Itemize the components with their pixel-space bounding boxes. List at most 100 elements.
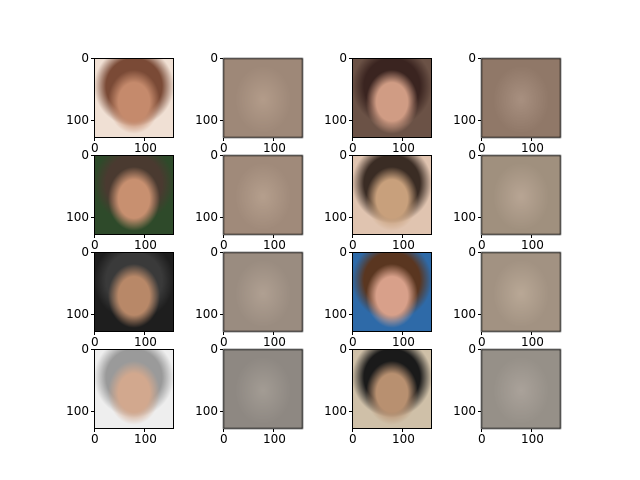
y-tick-label: 0 xyxy=(210,148,218,162)
y-tick-mark xyxy=(220,155,223,156)
x-tick-mark xyxy=(402,429,403,432)
y-tick-mark xyxy=(220,349,223,350)
x-tick-mark xyxy=(223,332,224,335)
x-tick-mark xyxy=(352,235,353,238)
x-tick-label: 100 xyxy=(263,432,286,446)
face-photo xyxy=(352,349,432,429)
y-tick-label: 0 xyxy=(468,245,476,259)
y-tick-mark xyxy=(349,349,352,350)
y-tick-mark xyxy=(478,120,481,121)
y-tick-mark xyxy=(478,217,481,218)
face-photo xyxy=(94,155,174,235)
x-tick-label: 0 xyxy=(91,432,99,446)
x-tick-label: 100 xyxy=(521,432,544,446)
y-tick-label: 100 xyxy=(324,307,347,321)
x-tick-label: 100 xyxy=(392,141,415,155)
y-tick-mark xyxy=(478,411,481,412)
x-tick-label: 100 xyxy=(134,141,157,155)
x-tick-mark xyxy=(144,332,145,335)
x-tick-label: 0 xyxy=(349,432,357,446)
x-tick-mark xyxy=(273,235,274,238)
y-tick-label: 100 xyxy=(195,210,218,224)
x-tick-mark xyxy=(273,429,274,432)
x-tick-label: 100 xyxy=(263,238,286,252)
y-tick-label: 100 xyxy=(66,113,89,127)
y-tick-label: 0 xyxy=(339,148,347,162)
y-tick-mark xyxy=(478,252,481,253)
x-tick-mark xyxy=(481,235,482,238)
x-tick-label: 0 xyxy=(478,141,486,155)
x-tick-mark xyxy=(223,138,224,141)
x-tick-label: 100 xyxy=(134,335,157,349)
y-tick-label: 0 xyxy=(339,51,347,65)
y-tick-mark xyxy=(349,252,352,253)
y-tick-label: 0 xyxy=(81,245,89,259)
y-tick-label: 100 xyxy=(324,113,347,127)
reconstruction-image xyxy=(481,252,561,332)
y-tick-mark xyxy=(478,58,481,59)
x-tick-mark xyxy=(402,235,403,238)
y-tick-label: 100 xyxy=(324,210,347,224)
x-tick-label: 100 xyxy=(134,238,157,252)
y-tick-label: 0 xyxy=(468,148,476,162)
y-tick-mark xyxy=(91,217,94,218)
x-tick-mark xyxy=(481,332,482,335)
y-tick-label: 0 xyxy=(81,342,89,356)
x-tick-label: 0 xyxy=(220,141,228,155)
reconstruction-image xyxy=(481,58,561,138)
x-tick-label: 100 xyxy=(521,141,544,155)
y-tick-label: 100 xyxy=(66,307,89,321)
x-tick-mark xyxy=(531,235,532,238)
y-tick-mark xyxy=(349,217,352,218)
reconstruction-image xyxy=(481,349,561,429)
x-tick-mark xyxy=(481,429,482,432)
y-tick-mark xyxy=(220,120,223,121)
x-tick-mark xyxy=(144,138,145,141)
x-tick-mark xyxy=(94,332,95,335)
x-tick-label: 100 xyxy=(134,432,157,446)
y-tick-label: 100 xyxy=(453,404,476,418)
x-tick-mark xyxy=(352,429,353,432)
x-tick-label: 0 xyxy=(478,238,486,252)
y-tick-label: 0 xyxy=(339,245,347,259)
x-tick-label: 100 xyxy=(392,238,415,252)
y-tick-label: 0 xyxy=(468,342,476,356)
x-tick-mark xyxy=(223,235,224,238)
y-tick-mark xyxy=(91,314,94,315)
y-tick-label: 0 xyxy=(81,51,89,65)
reconstruction-image xyxy=(481,155,561,235)
x-tick-mark xyxy=(531,332,532,335)
x-tick-label: 0 xyxy=(91,141,99,155)
x-tick-mark xyxy=(144,235,145,238)
x-tick-mark xyxy=(352,332,353,335)
reconstruction-image xyxy=(223,252,303,332)
x-tick-label: 100 xyxy=(263,141,286,155)
face-photo xyxy=(352,252,432,332)
y-tick-mark xyxy=(478,155,481,156)
x-tick-mark xyxy=(531,429,532,432)
x-tick-label: 0 xyxy=(91,238,99,252)
y-tick-mark xyxy=(220,58,223,59)
x-tick-label: 0 xyxy=(91,335,99,349)
y-tick-label: 0 xyxy=(339,342,347,356)
x-tick-label: 100 xyxy=(392,432,415,446)
x-tick-mark xyxy=(273,332,274,335)
x-tick-mark xyxy=(531,138,532,141)
x-tick-label: 100 xyxy=(392,335,415,349)
reconstruction-image xyxy=(223,155,303,235)
y-tick-label: 0 xyxy=(210,245,218,259)
x-tick-label: 0 xyxy=(220,238,228,252)
y-tick-mark xyxy=(91,349,94,350)
y-tick-label: 100 xyxy=(195,113,218,127)
x-tick-label: 100 xyxy=(521,335,544,349)
y-tick-mark xyxy=(220,252,223,253)
x-tick-label: 0 xyxy=(478,335,486,349)
y-tick-mark xyxy=(91,155,94,156)
x-tick-mark xyxy=(144,429,145,432)
x-tick-label: 0 xyxy=(478,432,486,446)
face-photo xyxy=(94,58,174,138)
y-tick-label: 100 xyxy=(66,210,89,224)
x-tick-label: 0 xyxy=(349,238,357,252)
x-tick-label: 0 xyxy=(349,141,357,155)
